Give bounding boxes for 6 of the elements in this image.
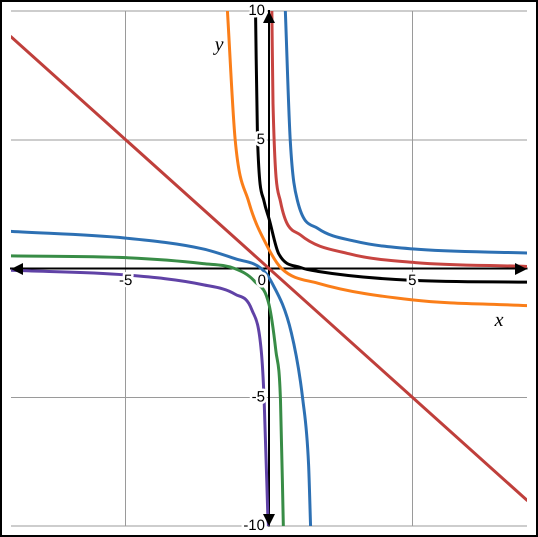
y-axis-title: y <box>212 33 224 56</box>
x-tick-label: 0 <box>258 272 266 290</box>
x-tick-label: -5 <box>118 272 132 290</box>
x-axis-title: x <box>494 308 504 331</box>
y-tick-label: 10 <box>248 2 265 20</box>
y-tick-label: -10 <box>243 517 265 534</box>
